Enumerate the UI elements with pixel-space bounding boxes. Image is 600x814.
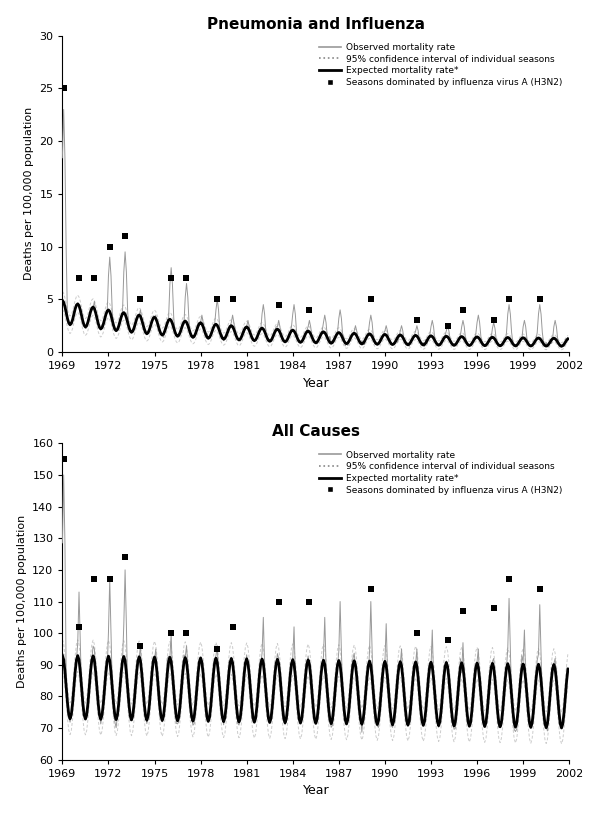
Title: Pneumonia and Influenza: Pneumonia and Influenza <box>207 16 425 32</box>
Legend: Observed mortality rate, 95% confidence interval of individual seasons, Expected: Observed mortality rate, 95% confidence … <box>316 448 565 497</box>
Legend: Observed mortality rate, 95% confidence interval of individual seasons, Expected: Observed mortality rate, 95% confidence … <box>316 40 565 90</box>
Title: All Causes: All Causes <box>272 424 360 440</box>
X-axis label: Year: Year <box>302 785 329 798</box>
Y-axis label: Deaths per 100,000 population: Deaths per 100,000 population <box>23 107 34 281</box>
X-axis label: Year: Year <box>302 377 329 390</box>
Y-axis label: Deaths per 100,000 population: Deaths per 100,000 population <box>17 515 26 688</box>
